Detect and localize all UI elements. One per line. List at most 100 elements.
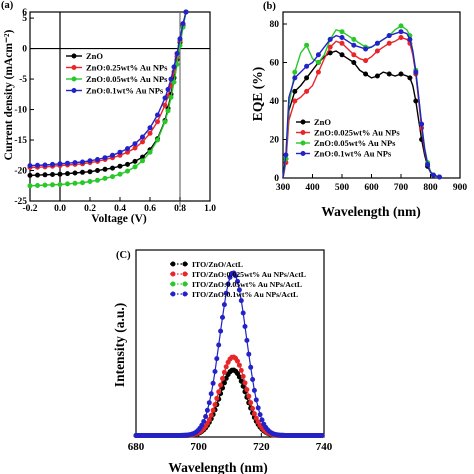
jv-x-tick-label: 0.6: [144, 204, 156, 214]
pl-series-line: [136, 369, 323, 437]
eqe-y-tick-label: 20: [270, 136, 280, 146]
eqe-x-tick-label: 600: [364, 183, 379, 193]
jv-x-tick-label: 0.2: [84, 204, 96, 214]
pl-data-point: [238, 367, 244, 373]
pl-data-point: [212, 402, 218, 408]
eqe-data-point: [419, 121, 425, 127]
jv-data-point: [162, 119, 168, 125]
pl-data-point: [221, 302, 227, 308]
jv-data-point: [65, 181, 71, 187]
pl-data-point: [223, 364, 229, 370]
pl-legend-marker: [182, 271, 188, 277]
jv-data-point: [155, 137, 161, 143]
eqe-y-axis-label: EQE (%): [250, 67, 265, 121]
eqe-data-point: [304, 63, 310, 69]
pl-data-point: [244, 387, 250, 393]
pl-legend-entry: ITO/ZnO:0.025wt% Au NPs/ActL: [192, 270, 306, 279]
jv-legend-marker: [71, 65, 77, 71]
pl-data-point: [206, 417, 212, 423]
jv-data-point: [27, 183, 33, 189]
pl-data-point: [240, 373, 246, 379]
eqe-legend-entry: ZnO:0.1wt% Au NPs: [314, 149, 392, 159]
jv-x-tick-label: 0.0: [54, 204, 66, 214]
jv-data-point: [165, 86, 171, 92]
jv-data-point: [147, 149, 153, 155]
jv-data-point: [49, 161, 55, 167]
jv-series-line: [29, 11, 187, 187]
eqe-data-point: [292, 69, 298, 75]
jv-data-point: [42, 162, 48, 168]
pl-data-point: [250, 405, 256, 411]
jv-data-point: [49, 182, 55, 188]
pl-data-point: [319, 432, 325, 438]
jv-data-point: [49, 172, 55, 178]
pl-data-point: [203, 413, 209, 419]
pl-data-point: [246, 351, 252, 357]
jv-data-point: [72, 160, 78, 166]
pl-data-point: [206, 400, 212, 406]
pl-legend-marker: [170, 271, 176, 277]
eqe-y-tick-label: 60: [270, 59, 280, 69]
jv-data-point: [57, 171, 63, 177]
eqe-data-point: [363, 71, 369, 77]
jv-data-point: [80, 159, 86, 165]
eqe-data-point: [398, 34, 404, 40]
pl-data-point: [259, 417, 265, 423]
pl-data-point: [242, 380, 248, 386]
eqe-data-point: [315, 59, 321, 65]
pl-data-point: [210, 407, 216, 413]
pl-data-point: [208, 412, 214, 418]
jv-legend-entry: ZnO:0.05wt% Au NPs: [86, 74, 168, 84]
pl-data-point: [214, 356, 220, 362]
jv-data-point: [34, 183, 40, 189]
panel-a-label: (a): [1, 0, 14, 11]
eqe-data-point: [374, 73, 380, 79]
pl-data-point: [238, 298, 244, 304]
pl-data-point: [244, 337, 250, 343]
pl-data-point: [248, 364, 254, 370]
eqe-data-point: [413, 69, 419, 75]
eqe-data-point: [430, 172, 436, 178]
eqe-data-point: [398, 29, 404, 35]
jv-data-point: [140, 158, 146, 164]
eqe-y-tick-label: 40: [270, 97, 280, 107]
jv-data-point: [147, 130, 153, 136]
eqe-data-point: [398, 71, 404, 77]
eqe-legend-marker: [300, 151, 306, 157]
jv-data-point: [125, 168, 131, 174]
jv-data-point: [117, 163, 123, 169]
jv-data-point: [125, 161, 131, 167]
pl-data-point: [208, 391, 214, 397]
eqe-data-point: [351, 36, 357, 42]
jv-data-point: [34, 162, 40, 168]
eqe-x-tick-label: 400: [305, 183, 320, 193]
pl-legend-entry: ITO/ZnO/ActL: [192, 260, 243, 269]
jv-data-point: [110, 174, 116, 180]
pl-x-tick-label: 740: [316, 441, 333, 453]
pl-data-point: [218, 382, 224, 388]
jv-data-point: [80, 169, 86, 175]
eqe-data-point: [436, 174, 442, 180]
jv-data-point: [27, 172, 33, 178]
eqe-data-point: [398, 23, 404, 29]
eqe-data-point: [304, 88, 310, 94]
jv-data-point: [65, 160, 71, 166]
jv-data-point: [125, 146, 131, 152]
pl-data-point: [210, 380, 216, 386]
eqe-data-point: [315, 52, 321, 58]
eqe-data-point: [425, 162, 431, 168]
pl-data-point: [257, 412, 263, 418]
jv-legend-marker: [71, 76, 77, 82]
pl-data-point: [216, 342, 222, 348]
eqe-data-point: [292, 88, 298, 94]
jv-data-point: [42, 182, 48, 188]
pl-data-point: [221, 380, 227, 386]
panel-c-label: (C): [116, 250, 131, 261]
pl-legend-marker: [170, 291, 176, 297]
jv-data-point: [140, 139, 146, 145]
jv-data-point: [132, 164, 138, 170]
jv-data-point: [34, 172, 40, 178]
eqe-data-point: [407, 36, 413, 42]
pl-data-point: [250, 376, 256, 382]
jv-data-point: [162, 102, 168, 108]
